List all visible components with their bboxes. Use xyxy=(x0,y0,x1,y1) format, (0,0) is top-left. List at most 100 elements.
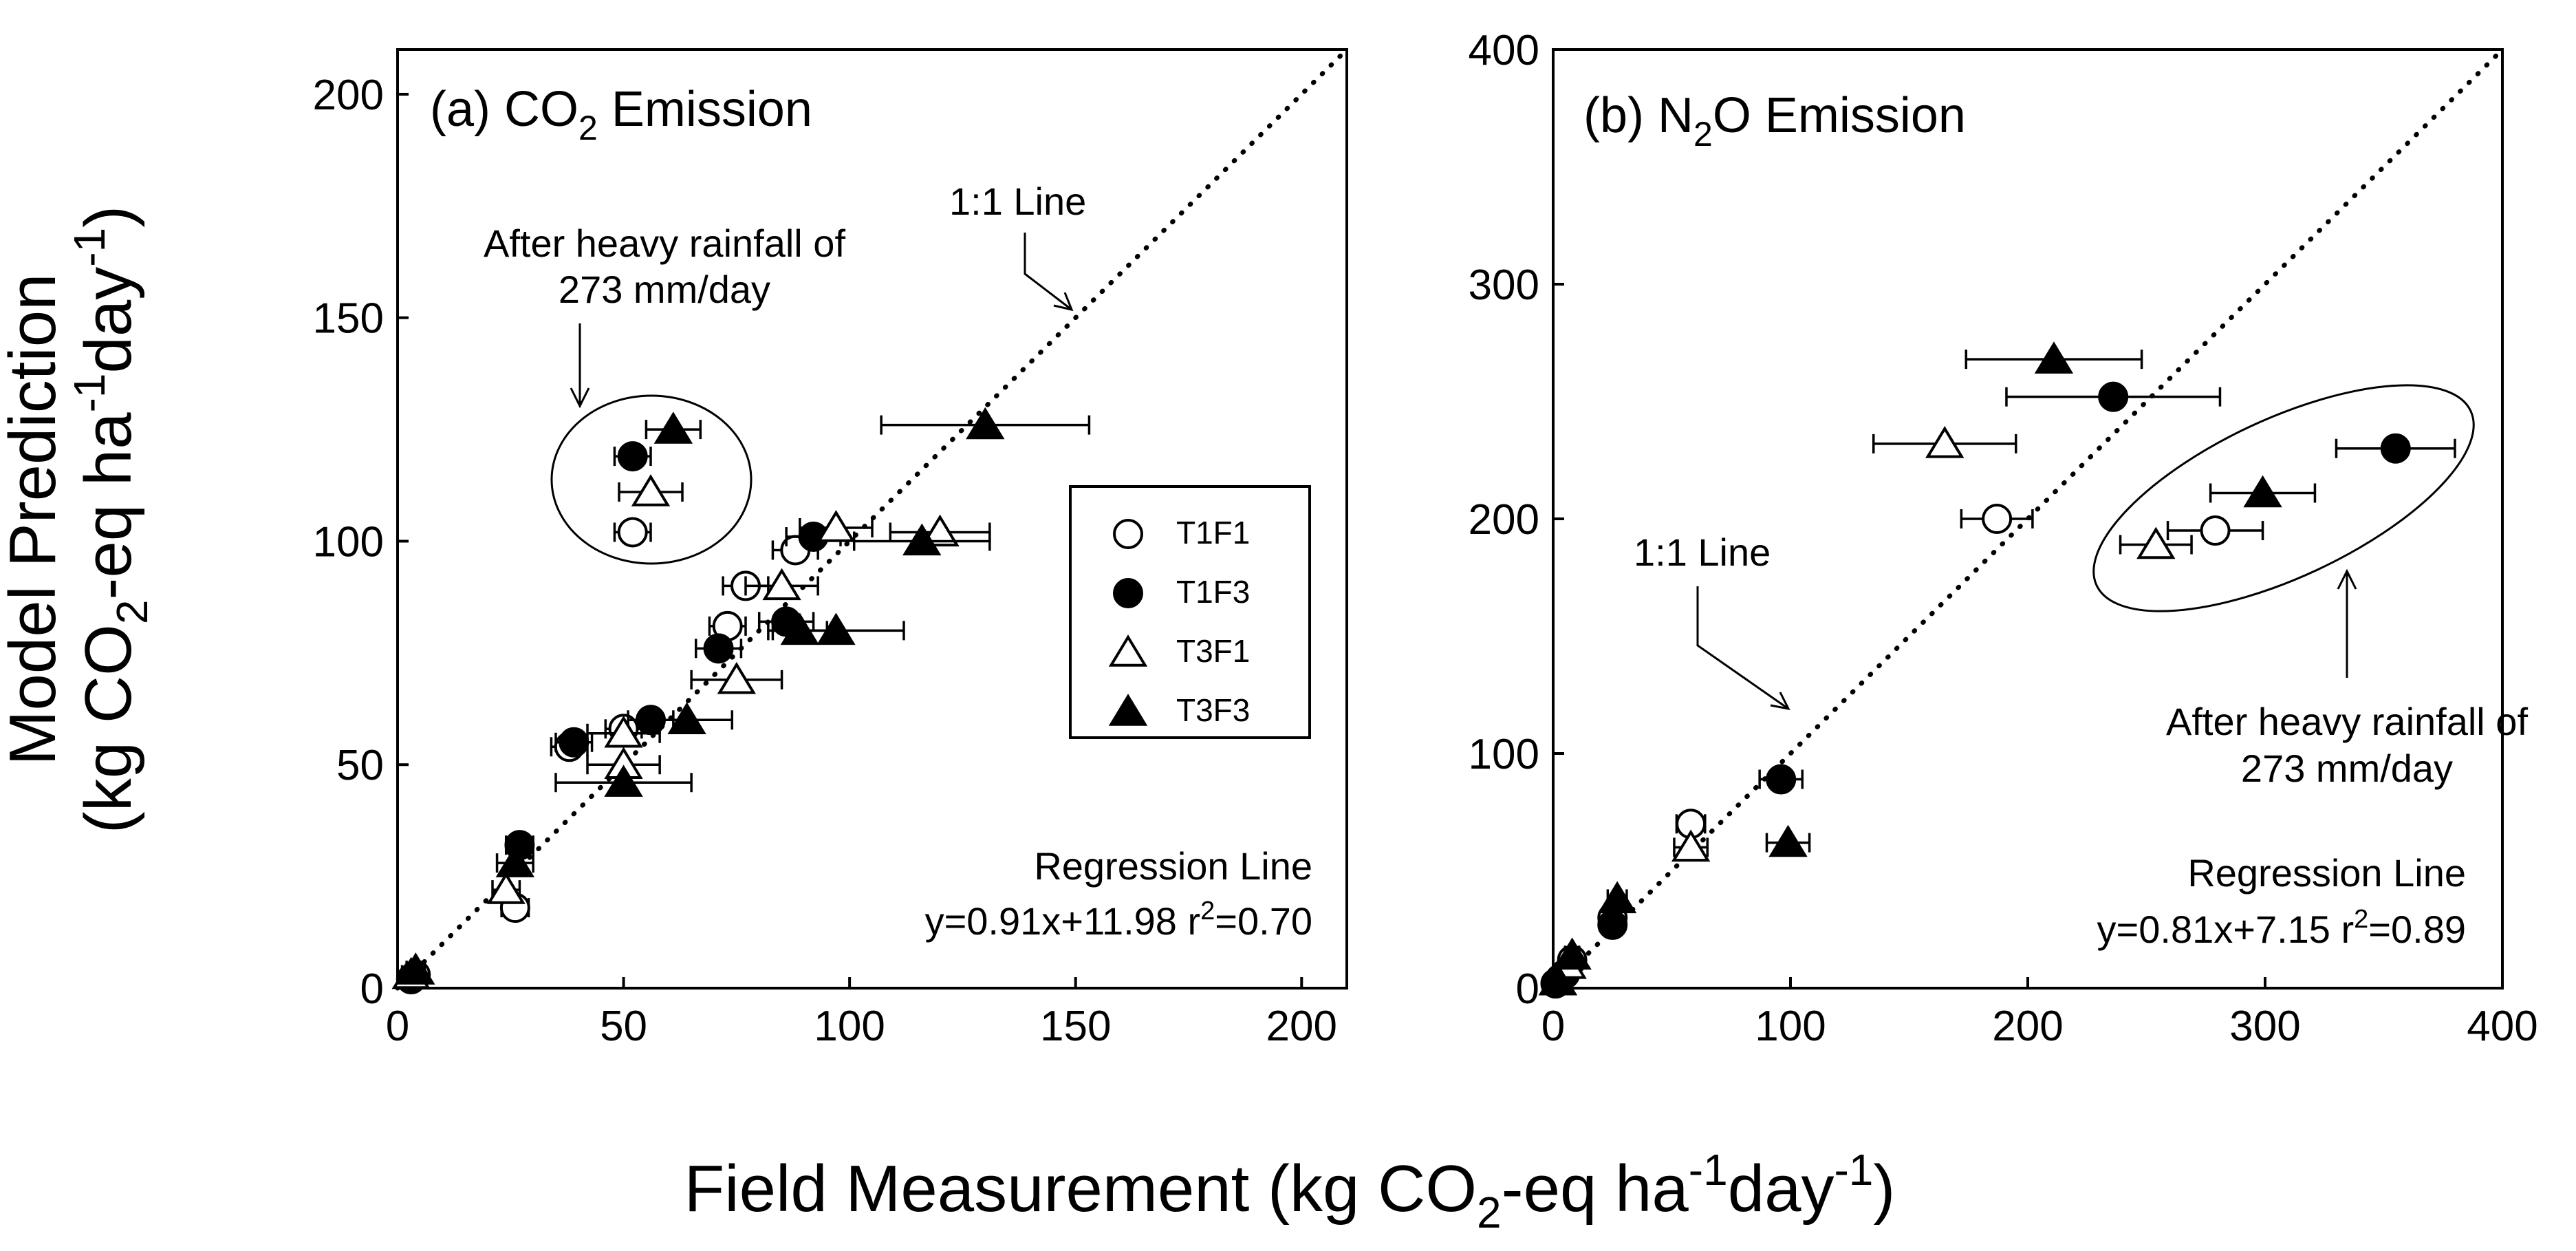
data-point-t3f1 xyxy=(2136,526,2176,559)
data-point-t1f3 xyxy=(617,441,648,472)
data-point-t1f3 xyxy=(2380,433,2411,464)
data-point-t3f3 xyxy=(780,612,820,645)
panel-b-x-tick-label: 100 xyxy=(1755,1003,1826,1050)
legend-label-t3f3: T3F3 xyxy=(1176,692,1250,728)
panel-b-x-tick-label: 0 xyxy=(1541,1003,1565,1050)
y-axis-title-units: (kg CO2-eq ha-1day-1) xyxy=(65,206,157,833)
data-point-t3f1 xyxy=(920,514,960,547)
panel-a-title: (a) CO2 Emission xyxy=(430,82,812,147)
panel-a-one-to-one-label: 1:1 Line xyxy=(949,180,1086,223)
panel-a-rainfall-label-line2: 273 mm/day xyxy=(559,268,770,311)
panel-b-y-tick-label: 100 xyxy=(1469,731,1539,778)
data-point-t1f3 xyxy=(1597,909,1628,940)
data-point-t1f1 xyxy=(2200,515,2231,546)
panel-b-series-t1f3 xyxy=(1540,381,2456,999)
panel-b-rainfall-label-line1: After heavy rainfall of xyxy=(2166,700,2528,743)
data-point-t3f3 xyxy=(495,845,535,877)
panel-a-regression-label: Regression Line xyxy=(1034,844,1312,888)
panel-a-one-to-one-arrow xyxy=(1024,233,1072,311)
panel-a-rainfall-arrowhead xyxy=(570,387,590,409)
legend-label-t1f3: T1F3 xyxy=(1176,574,1250,610)
panel-b-y-tick-label: 0 xyxy=(1516,965,1539,1013)
data-point-t3f3 xyxy=(653,411,693,444)
panel-b-regression-equation: y=0.81x+7.15 r2=0.89 xyxy=(2097,905,2466,951)
data-point-t1f1 xyxy=(1982,504,2013,534)
data-point-t3f3 xyxy=(1538,963,1578,996)
data-point-t3f3 xyxy=(966,407,1005,440)
data-point-t3f3 xyxy=(667,702,706,734)
panel-a-frame xyxy=(396,48,1348,990)
data-point-t1f3 xyxy=(559,727,589,758)
panel-a-ticks: 0 50 100 150 200 0 50 100 150 200 xyxy=(313,72,1337,1050)
data-point-t1f3 xyxy=(703,633,734,664)
data-point-t1f1 xyxy=(617,517,648,548)
y-axis-title-line2: (kg CO2-eq ha-1day-1) xyxy=(65,206,157,833)
panel-a-series-t1f1 xyxy=(400,517,819,990)
data-point-t3f3 xyxy=(1597,881,1637,914)
data-point-t3f1 xyxy=(631,474,671,506)
panel-b: 0 100 200 300 400 0 100 200 300 400 (b) N2O Emiss… xyxy=(1469,27,2538,1050)
panel-a-x-tick-label: 0 xyxy=(386,1003,409,1050)
panel-a-y-tick-label: 200 xyxy=(313,72,384,119)
panel-b-x-tick-label: 300 xyxy=(2229,1003,2300,1050)
panel-b-regression-label: Regression Line xyxy=(2187,851,2466,895)
panel-a-x-tick-label: 50 xyxy=(600,1003,647,1050)
panel-b-title: (b) N2O Emission xyxy=(1583,88,1966,153)
data-point-t3f1 xyxy=(762,568,801,601)
panel-b-one-to-one-label: 1:1 Line xyxy=(1634,531,1771,574)
panel-a-x-tick-label: 200 xyxy=(1266,1003,1337,1050)
legend-marker-t1f3 xyxy=(1113,578,1143,608)
y-axis-title-line1: Model Prediction xyxy=(0,273,69,765)
legend-marker-t1f1 xyxy=(1113,519,1143,549)
panel-a-rainfall-label-line1: After heavy rainfall of xyxy=(484,222,845,265)
data-point-t1f3 xyxy=(1766,764,1797,795)
panel-b-series-t3f1 xyxy=(1538,426,2193,996)
panel-a-legend: T1F1 T1F3 T3F1 T3F3 xyxy=(1108,515,1250,728)
panel-b-data-marks xyxy=(1538,341,2456,999)
data-point-t1f3 xyxy=(2098,381,2129,412)
panel-a-legend-box xyxy=(1069,485,1311,739)
panel-a-y-tick-label: 0 xyxy=(360,965,384,1013)
data-point-t3f1 xyxy=(816,510,856,542)
panel-b-y-tick-label: 300 xyxy=(1469,261,1539,309)
panel-b-one-to-one-arrowhead xyxy=(1770,692,1790,711)
legend-marker-t3f3 xyxy=(1108,694,1148,726)
legend-label-t3f1: T3F1 xyxy=(1176,633,1250,669)
legend-label-t1f1: T1F1 xyxy=(1176,515,1250,550)
panel-a-y-tick-label: 50 xyxy=(336,742,384,789)
data-point-t3f3 xyxy=(902,523,942,556)
panel-a-series-t3f3 xyxy=(396,407,1091,985)
data-point-t3f3 xyxy=(1768,824,1808,857)
panel-a-rainfall-ellipse xyxy=(550,394,753,565)
panel-a-y-tick-label: 150 xyxy=(313,295,384,343)
data-point-t3f1 xyxy=(1925,426,1965,458)
panel-a-y-tick-label: 100 xyxy=(313,518,384,566)
panel-a: 0 50 100 150 200 0 50 100 150 200 (a) CO2 Emissio… xyxy=(313,47,1350,1050)
panel-b-series-t3f3 xyxy=(1538,341,2317,996)
data-point-t3f3 xyxy=(604,764,643,797)
panel-b-y-tick-label: 400 xyxy=(1469,27,1539,74)
data-point-t3f1 xyxy=(1671,829,1711,862)
data-point-t3f3 xyxy=(396,952,435,985)
data-point-t3f1 xyxy=(486,872,526,904)
panel-b-rainfall-arrowhead xyxy=(2337,568,2357,590)
data-point-t3f3 xyxy=(1552,937,1592,970)
legend-marker-t3f1 xyxy=(1108,634,1148,667)
panel-a-regression-equation: y=0.91x+11.98 r2=0.70 xyxy=(925,897,1312,943)
panel-b-ticks: 0 100 200 300 400 0 100 200 300 400 xyxy=(1469,27,2538,1050)
panel-a-one-to-one-arrowhead xyxy=(1053,292,1074,312)
panel-b-x-tick-label: 200 xyxy=(1992,1003,2063,1050)
data-point-t3f1 xyxy=(717,661,757,694)
panel-b-rainfall-ellipse xyxy=(2092,384,2475,612)
panel-a-x-tick-label: 100 xyxy=(814,1003,885,1050)
y-axis-title: Model Prediction xyxy=(0,273,69,765)
panel-b-x-tick-label: 400 xyxy=(2467,1003,2537,1050)
data-point-t3f3 xyxy=(2243,475,2282,508)
panel-b-y-tick-label: 200 xyxy=(1469,496,1539,544)
data-point-t3f1 xyxy=(604,715,643,748)
panel-a-data-marks xyxy=(391,407,1091,995)
data-point-t3f3 xyxy=(2034,341,2074,374)
panel-b-rainfall-label-line2: 273 mm/day xyxy=(2241,747,2453,790)
panel-b-one-to-one-arrow xyxy=(1696,586,1789,710)
